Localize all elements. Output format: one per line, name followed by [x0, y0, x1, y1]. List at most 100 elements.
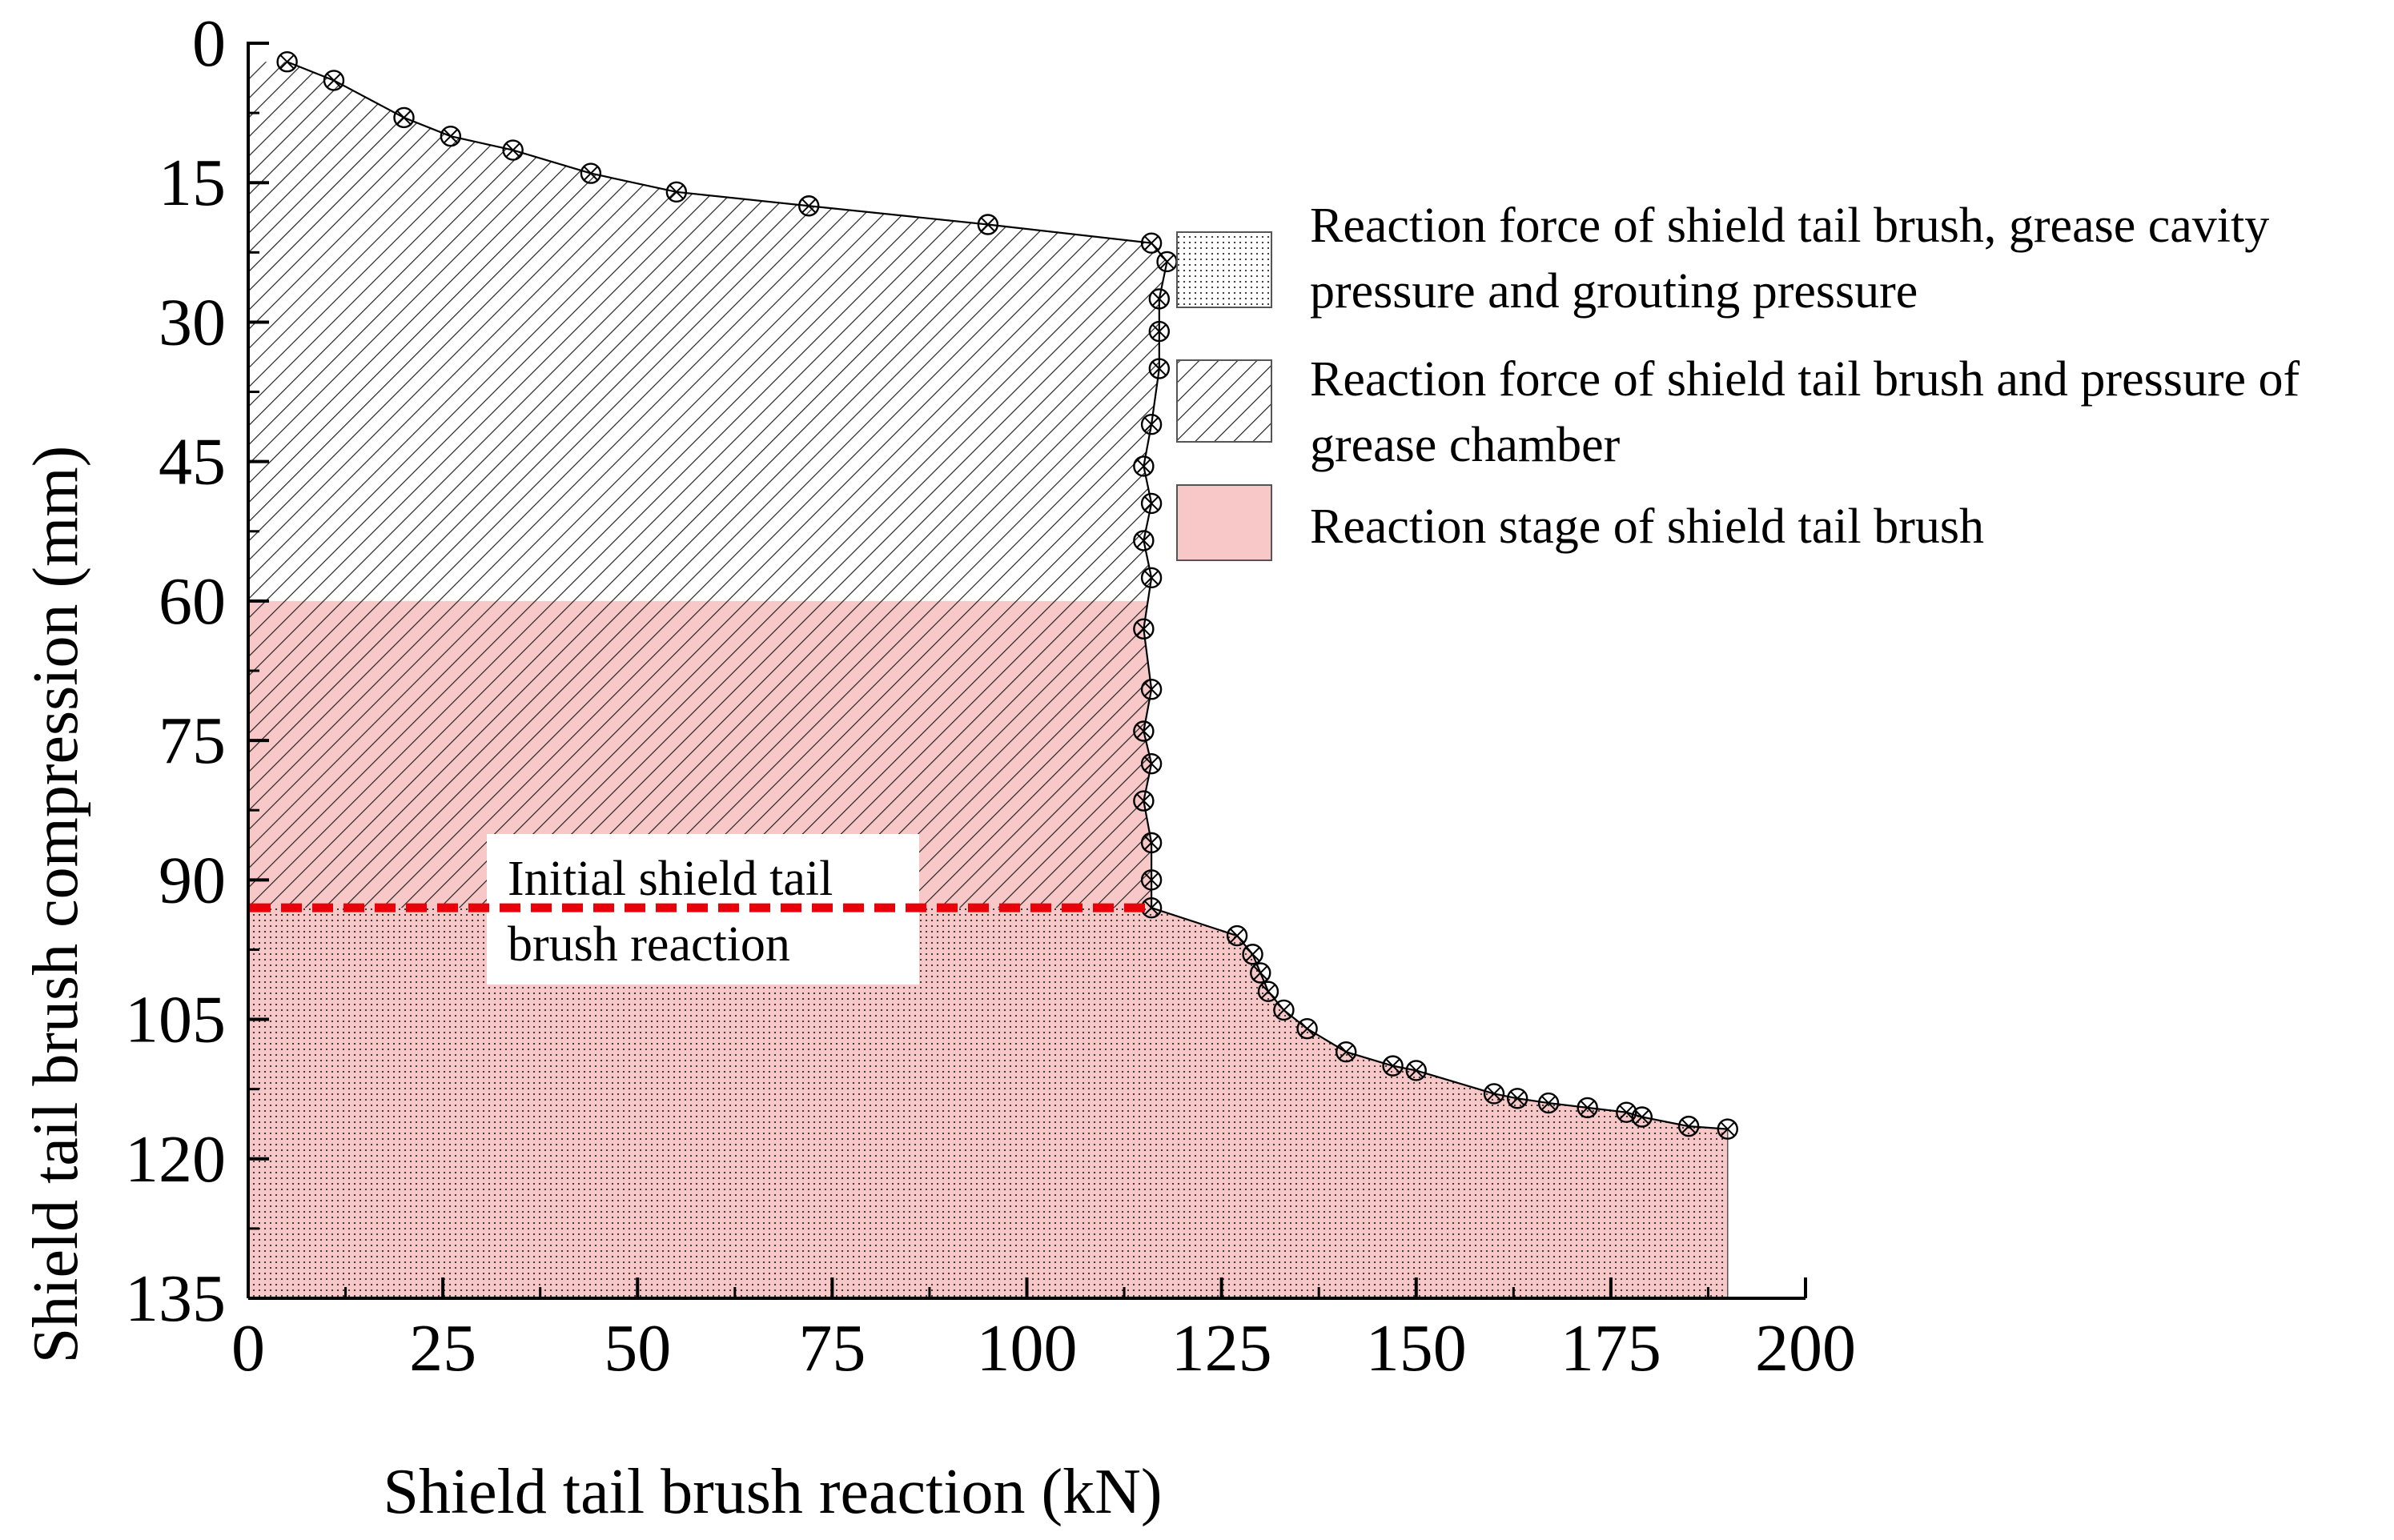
data-point-circle [665, 181, 688, 203]
x-tick-label: 200 [1755, 1311, 1856, 1386]
data-point [798, 195, 820, 217]
data-point [1140, 232, 1163, 254]
data-point-circle [1677, 1115, 1700, 1137]
data-point-cross [1143, 900, 1159, 916]
data-point-circle [1226, 924, 1248, 947]
data-point-circle [1140, 414, 1163, 435]
x-tick-label: 50 [604, 1311, 671, 1386]
data-point-circle [1148, 288, 1171, 310]
data-point [1296, 1017, 1318, 1040]
data-point-circle [1616, 1101, 1637, 1123]
data-point-circle [1140, 492, 1163, 515]
data-point [1405, 1060, 1427, 1081]
legend-item1-line1: Reaction force of shield tail brush, gre… [1310, 199, 2269, 253]
data-point [1140, 492, 1163, 515]
data-point-circle [1133, 720, 1155, 742]
data-point [1140, 869, 1163, 891]
x-tick-label: 175 [1561, 1311, 1661, 1386]
data-point-cross [1338, 1044, 1354, 1060]
data-point-cross [1151, 323, 1167, 339]
region-hatched [248, 62, 1728, 908]
data-point-cross [1245, 946, 1260, 962]
data-point-cross [1143, 756, 1159, 772]
region-dotted [248, 908, 1728, 1298]
data-point [1242, 944, 1263, 965]
data-point-circle [1405, 1060, 1427, 1081]
axes-layer: 0 25 50 75 100 125 150 175 200 0 15 30 45 60 75 90 105 12… [125, 6, 1856, 1386]
data-point-cross [980, 217, 996, 232]
data-point-circle [1537, 1092, 1560, 1114]
data-point-circle [1140, 567, 1163, 589]
data-point-circle [1148, 320, 1171, 343]
data-point-circle [1140, 752, 1163, 775]
data-point [440, 125, 462, 147]
data-point [1226, 924, 1248, 947]
data-point-circle [1336, 1041, 1357, 1063]
data-point-circle [323, 70, 345, 91]
data-point-cross [801, 198, 817, 214]
data-point-cross [1136, 793, 1151, 808]
data-point-cross [1159, 254, 1175, 270]
series-line [287, 61, 1728, 1130]
data-point [1140, 832, 1163, 854]
data-point-cross [1136, 459, 1151, 474]
data-point [1382, 1055, 1404, 1077]
data-point [502, 139, 524, 161]
data-point-cross [1260, 984, 1276, 1000]
data-point-cross [1229, 928, 1245, 944]
data-point [1140, 679, 1163, 700]
data-point-circle [1133, 618, 1155, 640]
data-point [1537, 1092, 1560, 1114]
data-point [393, 106, 415, 129]
data-point-circle [1382, 1055, 1404, 1077]
data-point-cross [1143, 416, 1159, 432]
x-tick-label: 100 [977, 1311, 1078, 1386]
data-point-circle [798, 195, 820, 217]
legend: Reaction force of shield tail brush, gre… [1176, 199, 2300, 561]
data-point [1148, 288, 1171, 310]
y-tick-label: 60 [159, 564, 226, 639]
data-point-cross [1720, 1121, 1736, 1137]
data-point [1133, 455, 1155, 477]
data-point-cross [1618, 1105, 1634, 1121]
data-point [1133, 530, 1155, 551]
data-point-circle [1483, 1083, 1505, 1105]
data-point-cross [1276, 1002, 1291, 1018]
data-point-circle [502, 139, 524, 161]
data-point-circle [1140, 869, 1163, 891]
data-point-cross [1151, 361, 1167, 376]
data-point-cross [326, 73, 342, 88]
y-tick-label: 75 [159, 704, 226, 778]
legend-item3-line1: Reaction stage of shield tail brush [1310, 499, 1984, 554]
data-point-cross [1136, 621, 1151, 637]
data-point-circle [1140, 832, 1163, 854]
data-point-circle [1577, 1097, 1598, 1119]
legend-swatch-dotted-fill [1178, 233, 1271, 307]
data-point-circle [1631, 1106, 1653, 1128]
data-point-cross [396, 110, 412, 126]
data-point-cross [1385, 1058, 1400, 1073]
data-point-circle [977, 214, 999, 235]
data-point [977, 214, 999, 235]
data-point-cross [1136, 533, 1151, 548]
data-point [1148, 358, 1171, 379]
data-point-cross [1151, 291, 1167, 307]
annotation-line2: brush reaction [508, 917, 790, 972]
data-point-circle [1506, 1088, 1528, 1109]
data-point [1140, 896, 1163, 919]
data-point-circle [1133, 790, 1155, 812]
data-point-cross [1540, 1095, 1557, 1111]
data-point-circle [1133, 530, 1155, 551]
data-point [1677, 1115, 1700, 1137]
data-point-circle [393, 106, 415, 129]
data-point-cross [1143, 681, 1159, 697]
data-point-cross [1143, 872, 1159, 888]
y-axis-title: Shield tail brush compression (mm) [21, 446, 91, 1364]
data-point-cross [1509, 1090, 1525, 1106]
legend-swatch-hatched-fill [1178, 361, 1271, 441]
data-point-circle [440, 125, 462, 147]
y-tick-label: 120 [125, 1122, 226, 1197]
data-point [1133, 720, 1155, 742]
data-point-circle [276, 51, 298, 73]
